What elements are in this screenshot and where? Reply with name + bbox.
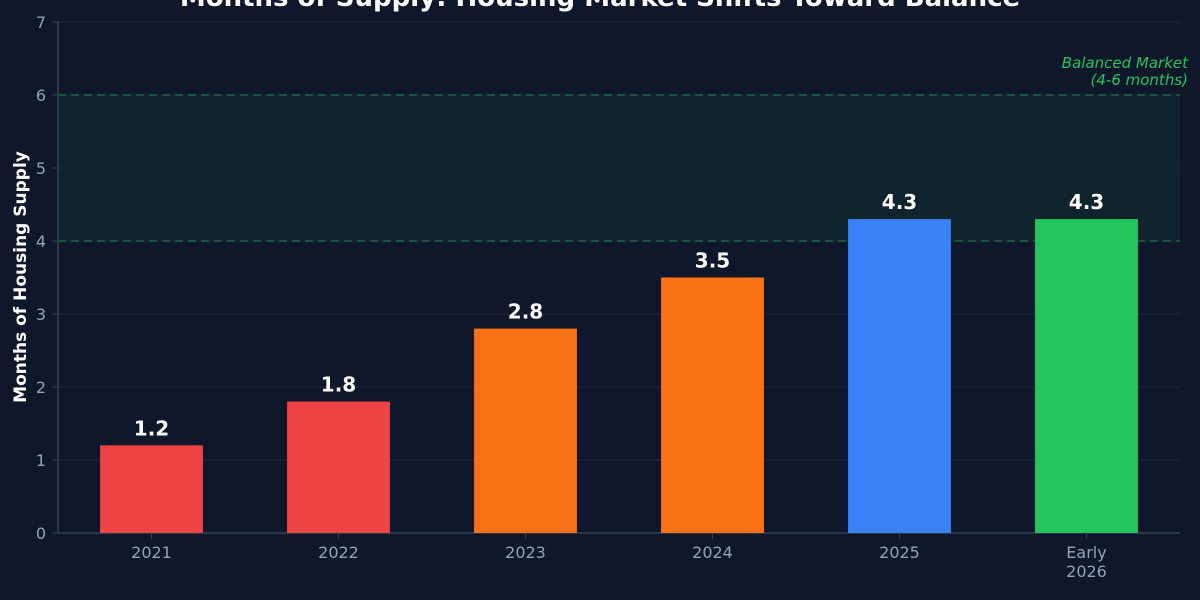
- bar-value-label: 1.2: [134, 416, 169, 440]
- bar: [661, 277, 764, 533]
- y-tick-label: 0: [36, 524, 46, 543]
- bar: [848, 219, 951, 533]
- y-tick-label: 1: [36, 451, 46, 470]
- x-tick-label-line: Early: [1066, 543, 1106, 562]
- x-tick-label: 2021: [131, 543, 172, 562]
- y-tick-label: 6: [36, 86, 46, 105]
- bar: [100, 445, 203, 533]
- y-axis-title: Months of Housing Supply: [11, 151, 31, 403]
- y-tick-label: 5: [36, 159, 46, 178]
- x-tick-label: Early 2026: [1066, 543, 1107, 581]
- bar: [474, 328, 577, 533]
- x-tick-label-line: 2022: [318, 543, 359, 562]
- x-tick-label-line: 2021: [131, 543, 172, 562]
- balanced-band-label: Balanced Market (4-6 months): [1062, 54, 1189, 89]
- x-tick-label: 2025: [879, 543, 920, 562]
- chart-title: Months of Supply: Housing Market Shifts …: [180, 0, 1020, 13]
- y-tick-label: 7: [36, 13, 46, 32]
- band-label-line: (4-6 months): [1091, 71, 1188, 89]
- x-tick-label-line: 2023: [505, 543, 546, 562]
- bar-value-label: 2.8: [508, 300, 543, 324]
- x-tick-label: 2024: [692, 543, 733, 562]
- bar-value-label: 4.3: [882, 190, 917, 214]
- y-tick-label: 4: [36, 232, 46, 251]
- x-tick-label: 2023: [505, 543, 546, 562]
- band-label-line: Balanced Market: [1062, 54, 1189, 72]
- x-tick-label-line: 2026: [1066, 562, 1107, 581]
- x-tick-label-line: 2024: [692, 543, 733, 562]
- y-tick-label: 3: [36, 305, 46, 324]
- bar-value-label: 1.8: [321, 373, 356, 397]
- bar: [1035, 219, 1138, 533]
- bar-value-label: 4.3: [1069, 190, 1104, 214]
- y-tick-label: 2: [36, 378, 46, 397]
- x-tick-label: 2022: [318, 543, 359, 562]
- x-tick-label-line: 2025: [879, 543, 920, 562]
- bar-value-label: 3.5: [695, 249, 730, 273]
- bar: [287, 401, 390, 533]
